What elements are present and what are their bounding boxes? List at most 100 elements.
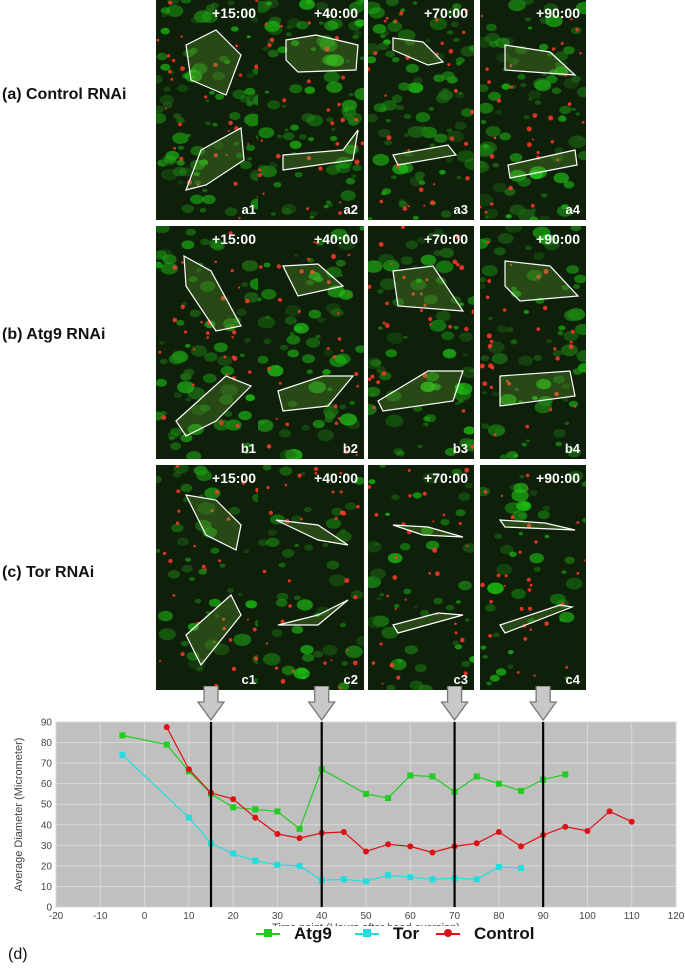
panel-id-label: b1: [240, 441, 256, 456]
y-tick-label: 40: [41, 820, 53, 831]
data-point-atg9: [363, 790, 369, 797]
panel-id-label: a2: [343, 202, 358, 217]
data-point-tor: [363, 878, 369, 885]
data-point-tor: [230, 850, 237, 857]
data-point-control: [340, 828, 347, 835]
y-tick-label: 70: [41, 759, 53, 770]
data-point-tor: [252, 857, 259, 864]
x-tick-label: 30: [272, 911, 284, 922]
data-point-control: [495, 828, 502, 835]
data-point-control: [385, 841, 392, 848]
x-tick-label: 80: [493, 911, 505, 922]
data-point-atg9: [274, 808, 281, 815]
x-tick-label: -10: [93, 911, 108, 922]
x-tick-label: 100: [579, 911, 596, 922]
data-point-atg9: [495, 780, 502, 787]
timepoint-label: +70:00: [424, 231, 468, 247]
data-point-control: [584, 827, 591, 834]
down-arrow-icon: [307, 685, 336, 722]
y-tick-label: 20: [41, 861, 53, 872]
row-label-tor: (c) Tor RNAi: [2, 564, 95, 581]
micrograph-b4: +90:00 b4: [480, 226, 586, 459]
x-tick-label: 120: [668, 911, 685, 922]
data-point-control: [429, 849, 436, 856]
panel-d-label: (d): [8, 946, 28, 963]
data-point-atg9: [473, 773, 480, 780]
data-point-atg9: [385, 795, 392, 802]
panel-id-label: b3: [452, 441, 468, 456]
x-tick-label: 20: [228, 911, 240, 922]
data-point-control: [230, 796, 237, 803]
down-arrow-icon: [528, 685, 558, 722]
data-point-atg9: [518, 787, 524, 794]
y-tick-label: 50: [41, 800, 53, 811]
legend-control-label: Control: [474, 924, 535, 943]
panel-id-label: c3: [453, 672, 468, 687]
micrograph-a4: +90:00 a4: [480, 0, 586, 220]
legend-tor-label: Tor: [393, 924, 420, 943]
data-point-control: [518, 843, 524, 850]
legend-atg9: Atg9: [256, 924, 332, 944]
x-tick-label: 60: [405, 911, 417, 922]
down-arrow-icon: [196, 685, 226, 722]
legend-control: Control: [436, 924, 534, 944]
legend-atg9-label: Atg9: [294, 924, 332, 943]
data-point-atg9: [407, 772, 414, 779]
line-chart-svg: 0 10 20 30 40 50 60 70 80 90 -20 -10 0 10 20 30 40 50 60 70…: [13, 685, 685, 934]
data-point-control: [407, 843, 414, 850]
y-tick-label: 60: [41, 779, 53, 790]
data-point-atg9: [562, 771, 569, 778]
data-point-atg9: [230, 804, 237, 811]
data-point-control: [163, 724, 170, 731]
micrograph-c4: +90:00 c4: [480, 465, 586, 690]
y-tick-label: 90: [41, 718, 53, 729]
x-tick-label: 90: [538, 911, 550, 922]
x-tick-label: 110: [624, 911, 640, 922]
row-label-control: (a) Control RNAi: [2, 86, 127, 103]
micrograph-a1: +15:00 a1: [156, 0, 262, 220]
timepoint-label: +15:00: [212, 231, 256, 247]
panel-id-label: a4: [565, 202, 580, 217]
data-point-tor: [495, 863, 502, 870]
diameter-chart: 0 10 20 30 40 50 60 70 80 90 -20 -10 0 10 20 30 40 50 60 70…: [0, 685, 685, 974]
y-tick-label: 80: [41, 738, 53, 749]
x-tick-label: 0: [142, 911, 148, 922]
data-point-atg9: [119, 732, 126, 739]
data-point-control: [606, 808, 613, 815]
timepoint-label: +90:00: [536, 231, 580, 247]
panel-id-label: b4: [564, 441, 580, 456]
timepoint-label: +70:00: [424, 470, 468, 486]
data-point-atg9: [296, 825, 303, 832]
x-tick-label: 70: [449, 911, 461, 922]
legend-atg9-swatch: [256, 929, 280, 937]
micrograph-a3: +70:00 a3: [368, 0, 474, 220]
data-point-control: [185, 766, 192, 773]
data-point-control: [562, 823, 569, 830]
x-tick-label: 10: [183, 911, 195, 922]
micrograph-b2: +40:00 b2: [258, 226, 364, 459]
timepoint-label: +15:00: [212, 5, 256, 21]
x-tick-label: 50: [360, 911, 372, 922]
data-point-tor: [296, 862, 303, 869]
panel-id-label: c2: [343, 672, 358, 687]
data-point-control: [363, 848, 369, 855]
data-point-tor: [185, 814, 192, 821]
data-point-control: [274, 831, 281, 838]
micrograph-b1: +15:00 b1: [156, 226, 262, 459]
row-label-atg9: (b) Atg9 RNAi: [2, 326, 106, 343]
panel-id-label: c4: [565, 672, 580, 687]
data-point-control: [252, 814, 259, 821]
data-point-tor: [119, 751, 126, 758]
data-point-atg9: [252, 806, 259, 813]
timepoint-label: +40:00: [314, 231, 358, 247]
x-tick-label: 40: [316, 911, 328, 922]
data-point-tor: [473, 876, 480, 883]
micrograph-c2: +40:00 c2: [258, 465, 364, 690]
timepoint-label: +90:00: [536, 470, 580, 486]
data-point-tor: [429, 876, 436, 883]
y-tick-label: 10: [41, 882, 53, 893]
timepoint-label: +90:00: [536, 5, 580, 21]
legend-tor-swatch: [355, 929, 379, 937]
data-point-control: [296, 835, 303, 842]
timepoint-label: +70:00: [424, 5, 468, 21]
